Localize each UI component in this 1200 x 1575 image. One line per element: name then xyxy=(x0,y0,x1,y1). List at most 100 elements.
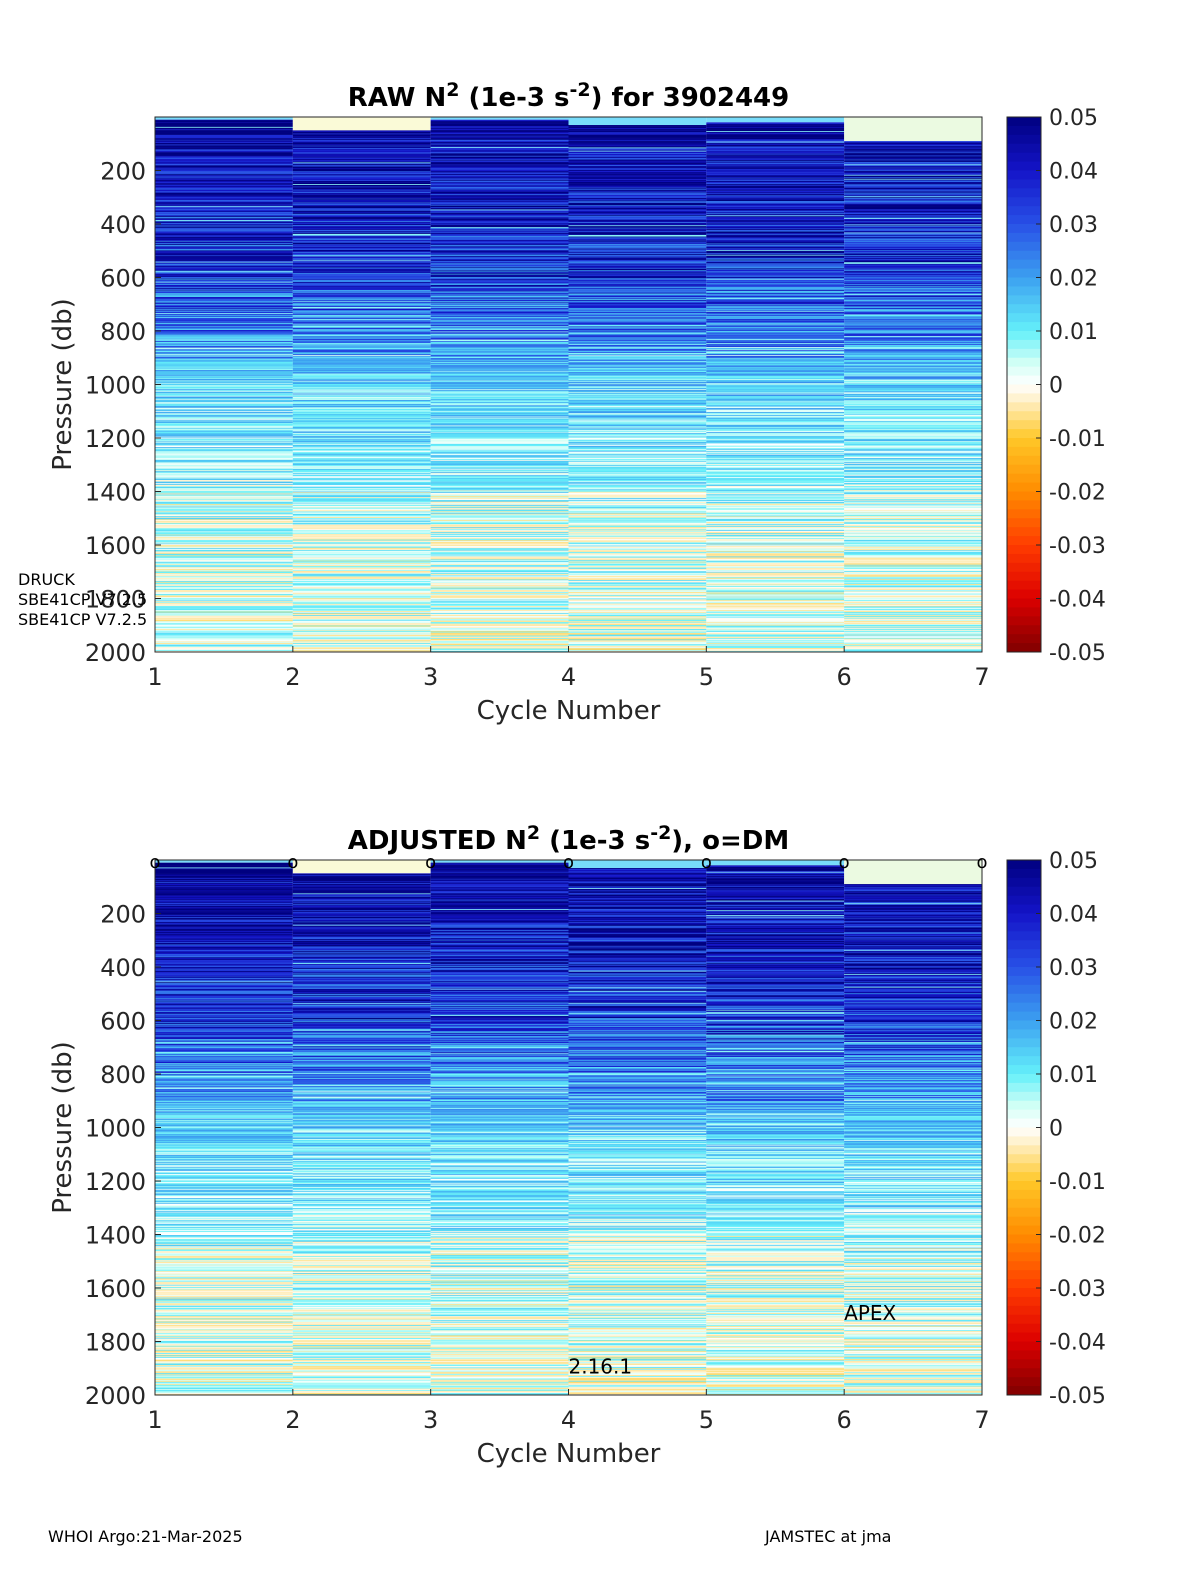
heatmap-cell xyxy=(292,318,431,321)
heatmap-cell xyxy=(155,1030,293,1032)
heatmap-cell xyxy=(155,408,293,410)
heatmap-cell xyxy=(568,625,707,627)
heatmap-cell xyxy=(706,381,845,383)
heatmap-cell xyxy=(706,544,845,546)
heatmap-cell xyxy=(430,223,569,225)
heatmap-cell xyxy=(430,224,569,226)
heatmap-cell xyxy=(430,393,569,395)
heatmap-cell xyxy=(706,355,845,357)
heatmap-cell xyxy=(706,252,845,254)
heatmap-cell xyxy=(568,472,707,474)
heatmap-cell xyxy=(844,599,982,601)
heatmap-cell xyxy=(430,501,569,503)
heatmap-cell xyxy=(292,335,431,337)
colorbar-segment xyxy=(1007,536,1041,546)
heatmap-cell xyxy=(430,484,569,486)
heatmap-cell xyxy=(568,421,707,423)
heatmap-cell xyxy=(292,972,431,974)
heatmap-cell xyxy=(844,351,982,353)
heatmap-cell xyxy=(155,965,293,967)
heatmap-cell xyxy=(844,248,982,250)
heatmap-cell xyxy=(155,1091,293,1093)
heatmap-cell xyxy=(844,342,982,344)
heatmap-cell xyxy=(292,296,431,298)
heatmap-cell xyxy=(430,124,569,126)
heatmap-cell xyxy=(292,1004,431,1007)
heatmap-cell xyxy=(430,195,569,197)
heatmap-cell xyxy=(292,507,431,509)
heatmap-cell xyxy=(292,503,431,505)
heatmap-cell xyxy=(568,622,707,624)
heatmap-cell xyxy=(844,289,982,291)
heatmap-cell xyxy=(155,1003,293,1005)
heatmap-cell xyxy=(292,580,431,582)
heatmap-cell xyxy=(292,985,431,987)
heatmap-cell xyxy=(706,367,845,369)
heatmap-cell xyxy=(844,505,982,507)
heatmap-cell xyxy=(430,445,569,447)
heatmap-cell xyxy=(155,342,293,344)
heatmap-cell xyxy=(430,126,569,128)
heatmap-cell xyxy=(568,529,707,531)
heatmap-cell xyxy=(568,465,707,467)
heatmap-cell xyxy=(706,183,845,185)
heatmap-cell xyxy=(292,217,431,219)
heatmap-cell xyxy=(430,442,569,444)
heatmap-cell xyxy=(706,170,845,172)
heatmap-cell xyxy=(844,307,982,309)
heatmap-cell xyxy=(292,338,431,340)
heatmap-cell xyxy=(844,528,982,530)
heatmap-cell xyxy=(706,285,845,287)
heatmap-cell xyxy=(292,1069,431,1071)
heatmap-cell xyxy=(706,339,845,341)
heatmap-cell xyxy=(568,283,707,285)
heatmap-cell xyxy=(292,884,431,886)
heatmap-cell xyxy=(155,1070,293,1072)
heatmap-cell xyxy=(155,524,293,526)
heatmap-cell xyxy=(844,544,982,546)
heatmap-cell xyxy=(844,212,982,214)
heatmap-cell xyxy=(706,283,845,285)
heatmap-cell xyxy=(430,150,569,152)
heatmap-cell xyxy=(430,461,569,463)
heatmap-cell xyxy=(292,988,431,990)
heatmap-cell xyxy=(292,450,431,452)
colorbar-segment xyxy=(1007,553,1041,564)
heatmap-cell xyxy=(292,630,431,632)
heatmap-cell xyxy=(155,545,293,547)
heatmap-cell xyxy=(568,125,707,127)
heatmap-cell xyxy=(292,968,431,970)
heatmap-cell xyxy=(706,611,845,613)
heatmap-cell xyxy=(292,307,431,309)
heatmap-cell xyxy=(844,214,982,216)
heatmap-cell xyxy=(292,406,431,408)
heatmap-cell xyxy=(430,325,569,328)
heatmap-cell xyxy=(706,501,845,504)
heatmap-cell xyxy=(568,615,707,617)
heatmap-cell xyxy=(155,901,293,903)
heatmap-cell xyxy=(155,224,293,226)
heatmap-cell xyxy=(706,643,845,645)
heatmap-cell xyxy=(155,1085,293,1087)
heatmap-cell xyxy=(155,146,293,148)
heatmap-cell xyxy=(155,947,293,949)
heatmap-cell xyxy=(292,344,431,346)
heatmap-cell xyxy=(292,191,431,193)
heatmap-cell xyxy=(568,361,707,363)
heatmap-cell xyxy=(292,1024,431,1026)
heatmap-cell xyxy=(430,435,569,437)
heatmap-cell xyxy=(844,376,982,378)
heatmap-cell xyxy=(430,528,569,530)
heatmap-cell xyxy=(568,506,707,508)
heatmap-cell xyxy=(155,311,293,313)
heatmap-cell xyxy=(706,233,845,235)
heatmap-cell xyxy=(844,466,982,468)
heatmap-cell xyxy=(430,597,569,600)
heatmap-cell xyxy=(706,323,845,325)
colorbar-segment xyxy=(1007,500,1041,510)
heatmap-cell xyxy=(706,140,845,142)
heatmap-cell xyxy=(706,554,845,556)
heatmap-cell xyxy=(292,405,431,407)
heatmap-cell xyxy=(568,129,707,131)
heatmap-cell xyxy=(706,388,845,390)
